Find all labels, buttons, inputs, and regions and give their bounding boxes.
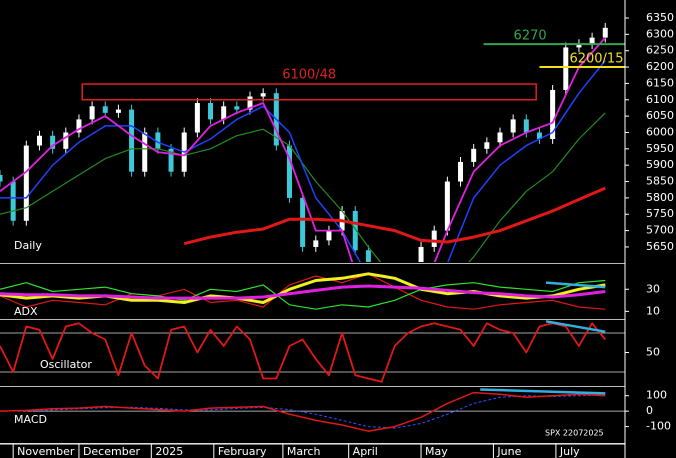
indicator-line [0, 284, 606, 300]
indicator-line [0, 279, 606, 310]
candle-body [0, 174, 3, 182]
x-tick-label: 2025 [155, 445, 183, 458]
y-tick-label: 6250 [646, 44, 674, 57]
y-tick-label: 50 [646, 346, 660, 359]
y-tick-label: 0 [646, 404, 653, 417]
candle-body [36, 135, 42, 146]
y-tick-label: 5800 [646, 191, 674, 204]
candle-body [142, 132, 148, 172]
y-tick-label: 5950 [646, 142, 674, 155]
x-tick-label: February [218, 445, 267, 458]
panel-label: ADX [14, 305, 38, 318]
candle-body [458, 161, 464, 182]
candle-body [260, 93, 266, 97]
candle-body [234, 106, 240, 110]
y-tick-label: 6200 [646, 60, 674, 73]
y-tick-label: 6300 [646, 27, 674, 40]
candle-body [10, 181, 16, 221]
trendline [480, 388, 606, 395]
x-tick-label: June [496, 445, 521, 458]
indicator-line [0, 273, 606, 310]
panel-label: Oscillator [40, 358, 92, 371]
x-tick-label: May [425, 445, 448, 458]
candle-body [221, 106, 227, 120]
candle-body [313, 240, 319, 247]
y-tick-label: 30 [646, 282, 660, 295]
candle-body [300, 197, 306, 247]
panel [0, 272, 606, 310]
y-tick-label: 5650 [646, 240, 674, 253]
candle-body [510, 119, 516, 133]
candle-body [497, 132, 503, 143]
y-tick-label: -100 [646, 420, 671, 433]
y-tick-label: 6100 [646, 93, 674, 106]
candle-body [102, 106, 108, 113]
panel [0, 22, 625, 426]
candle-body [352, 210, 358, 251]
candle-body [471, 148, 477, 162]
x-tick-label: November [17, 445, 75, 458]
level-label: 6270 [514, 29, 547, 44]
candle-body [50, 135, 56, 149]
indicator-line [0, 60, 606, 262]
candle-body [431, 230, 437, 247]
zone-box [81, 83, 537, 101]
y-tick-label: 5850 [646, 175, 674, 188]
candle-body [89, 106, 95, 120]
x-tick-label: July [559, 445, 580, 458]
y-tick-label: 6000 [646, 125, 674, 138]
candle-body [194, 103, 200, 133]
panel-label: Daily [14, 239, 42, 252]
candle-body [76, 119, 82, 133]
y-tick-label: 5900 [646, 158, 674, 171]
candle-body [444, 181, 450, 231]
y-tick-label: 6350 [646, 11, 674, 24]
candle-body [63, 132, 69, 149]
candle-body [155, 132, 161, 149]
indicator-line [0, 391, 606, 432]
candle-body [405, 296, 410, 329]
candle-body [379, 361, 384, 426]
panel [0, 388, 625, 432]
candle-body [326, 230, 332, 241]
candle-body [129, 109, 135, 172]
candle-body [589, 37, 595, 45]
candle-body [523, 119, 529, 133]
x-tick-label: March [287, 445, 321, 458]
trendline [545, 281, 606, 289]
candle-body [418, 246, 424, 262]
level-label: 6200/15 [569, 52, 623, 67]
candle-body [602, 27, 608, 38]
y-tick-label: 10 [646, 304, 660, 317]
chart-note: SPX 22072025 [545, 429, 604, 438]
candle-body [365, 250, 371, 262]
indicator-line [183, 186, 606, 246]
y-tick-label: 6150 [646, 76, 674, 89]
y-tick-label: 6050 [646, 109, 674, 122]
x-tick-label: December [83, 445, 141, 458]
y-tick-label: 5750 [646, 207, 674, 220]
trendline [545, 320, 606, 333]
candle-body [286, 145, 292, 198]
y-tick-label: 5700 [646, 224, 674, 237]
candle-body [536, 132, 542, 140]
indicator-line [0, 36, 606, 262]
panel-label: MACD [14, 413, 47, 426]
candle-body [576, 44, 582, 48]
candle-body [115, 109, 121, 113]
indicator-line [0, 322, 606, 383]
y-tick-label: 100 [646, 389, 667, 402]
candle-body [484, 142, 490, 149]
indicator-line [0, 394, 606, 429]
candle-body [208, 103, 214, 120]
candle-body [550, 89, 556, 140]
candle-body [168, 148, 174, 172]
candle-body [247, 96, 253, 110]
panel [0, 320, 625, 383]
x-tick-label: April [353, 445, 378, 458]
zone-label: 6100/48 [282, 68, 336, 83]
candle-body [563, 47, 569, 90]
candle-body [23, 145, 29, 221]
